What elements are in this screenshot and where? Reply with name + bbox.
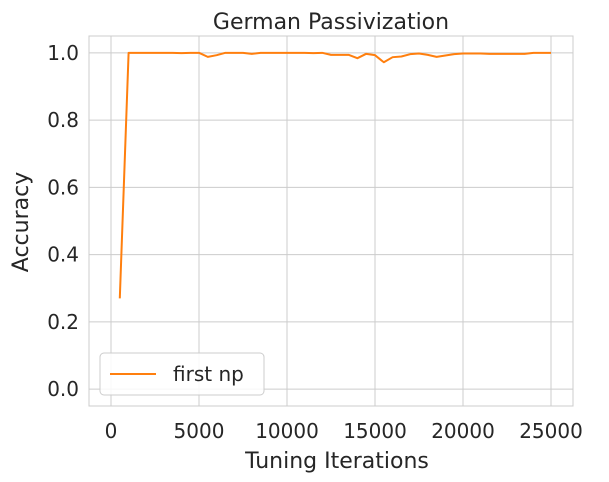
y-tick-label: 0.2 xyxy=(47,310,79,334)
x-tick-label: 25000 xyxy=(519,419,583,443)
x-tick-label: 0 xyxy=(105,419,118,443)
y-tick-label: 0.0 xyxy=(47,377,79,401)
legend: first np xyxy=(99,352,265,396)
y-axis-label: Accuracy xyxy=(9,172,34,272)
series-group xyxy=(118,51,551,299)
legend-box xyxy=(99,352,265,396)
y-tick-label: 0.6 xyxy=(47,175,79,199)
x-tick-label: 15000 xyxy=(343,419,407,443)
y-tick-label: 0.4 xyxy=(47,243,79,267)
grid xyxy=(89,36,573,406)
x-axis-ticks: 0 5000 10000 15000 20000 25000 xyxy=(105,419,583,443)
y-axis-ticks: 0.0 0.2 0.4 0.6 0.8 1.0 xyxy=(47,41,79,401)
x-axis-label: Tuning Iterations xyxy=(244,449,429,474)
y-tick-label: 0.8 xyxy=(47,108,79,132)
x-tick-label: 10000 xyxy=(255,419,319,443)
legend-label-first-np: first np xyxy=(173,362,244,386)
x-tick-label: 20000 xyxy=(431,419,495,443)
chart-title: German Passivization xyxy=(213,10,449,35)
x-tick-label: 5000 xyxy=(174,419,225,443)
y-tick-label: 1.0 xyxy=(47,41,79,65)
plot-area xyxy=(88,35,574,407)
series-line-first-np xyxy=(118,51,551,299)
